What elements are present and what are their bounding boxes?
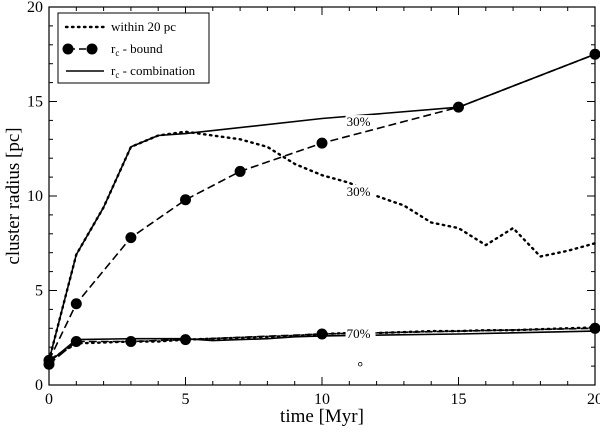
- annotation-backing: [345, 115, 376, 130]
- stray-marker: [358, 362, 363, 367]
- legend-label-within: within 20 pc: [111, 19, 176, 34]
- legend: within 20 pc rc - bound rc - combination: [57, 12, 210, 84]
- annotation-label: 70%: [347, 326, 371, 341]
- y-tick-label: 5: [35, 283, 43, 300]
- x-axis-title: time [Myr]: [280, 406, 364, 427]
- legend-comb-sub: c: [115, 70, 119, 80]
- data-point-bound-70pct: [70, 336, 82, 348]
- series-layer: [43, 48, 600, 370]
- series-line-dotted-30pct: [47, 130, 597, 362]
- annotation-label: 30%: [347, 184, 371, 199]
- legend-marker-a: [62, 43, 74, 55]
- x-tick-label: 0: [45, 391, 53, 408]
- data-point-bound-70pct: [589, 322, 600, 334]
- x-tick-label: 5: [182, 391, 190, 408]
- series-line-dashed-markers-30pct: [48, 53, 596, 361]
- legend-bound-sub: c: [115, 48, 119, 58]
- annotation-backing: [345, 326, 376, 341]
- legend-bound-rest: - bound: [119, 41, 163, 56]
- x-tick-label: 15: [451, 391, 467, 408]
- data-point-bound-70pct: [180, 334, 191, 346]
- annotation-label: 30%: [347, 114, 371, 129]
- y-tick-label: 15: [27, 94, 43, 111]
- annotation-backing: [345, 185, 376, 199]
- x-tick-label: 20: [587, 391, 600, 408]
- legend-comb-rest: - combination: [119, 63, 195, 78]
- series-line-solid-30pct: [48, 53, 596, 361]
- x-tick-label: 10: [314, 391, 330, 408]
- y-tick-label: 10: [27, 188, 43, 205]
- y-tick-label: 20: [27, 0, 43, 16]
- data-point-bound-70pct: [43, 358, 55, 370]
- legend-bound-r: r: [111, 41, 116, 56]
- data-point-bound-70pct: [125, 336, 137, 348]
- legend-label-bound: rc - bound: [111, 41, 163, 58]
- data-point-bound-30pct: [180, 194, 191, 206]
- data-point-bound-70pct: [316, 328, 328, 340]
- annotations: 30% 30% 70%: [345, 114, 376, 341]
- y-axis-title: cluster radius [pc]: [3, 127, 24, 264]
- data-point-bound-30pct: [70, 298, 82, 310]
- legend-marker-b: [86, 43, 98, 55]
- axis-ticks: 0 5 10 15 20 0 5 10 15 20: [27, 0, 600, 408]
- data-point-bound-30pct: [316, 137, 328, 149]
- legend-label-combination: rc - combination: [111, 63, 196, 80]
- data-point-bound-30pct: [125, 232, 137, 244]
- data-point-bound-30pct: [234, 165, 246, 177]
- y-tick-label: 0: [35, 377, 43, 394]
- legend-comb-r: r: [111, 63, 116, 78]
